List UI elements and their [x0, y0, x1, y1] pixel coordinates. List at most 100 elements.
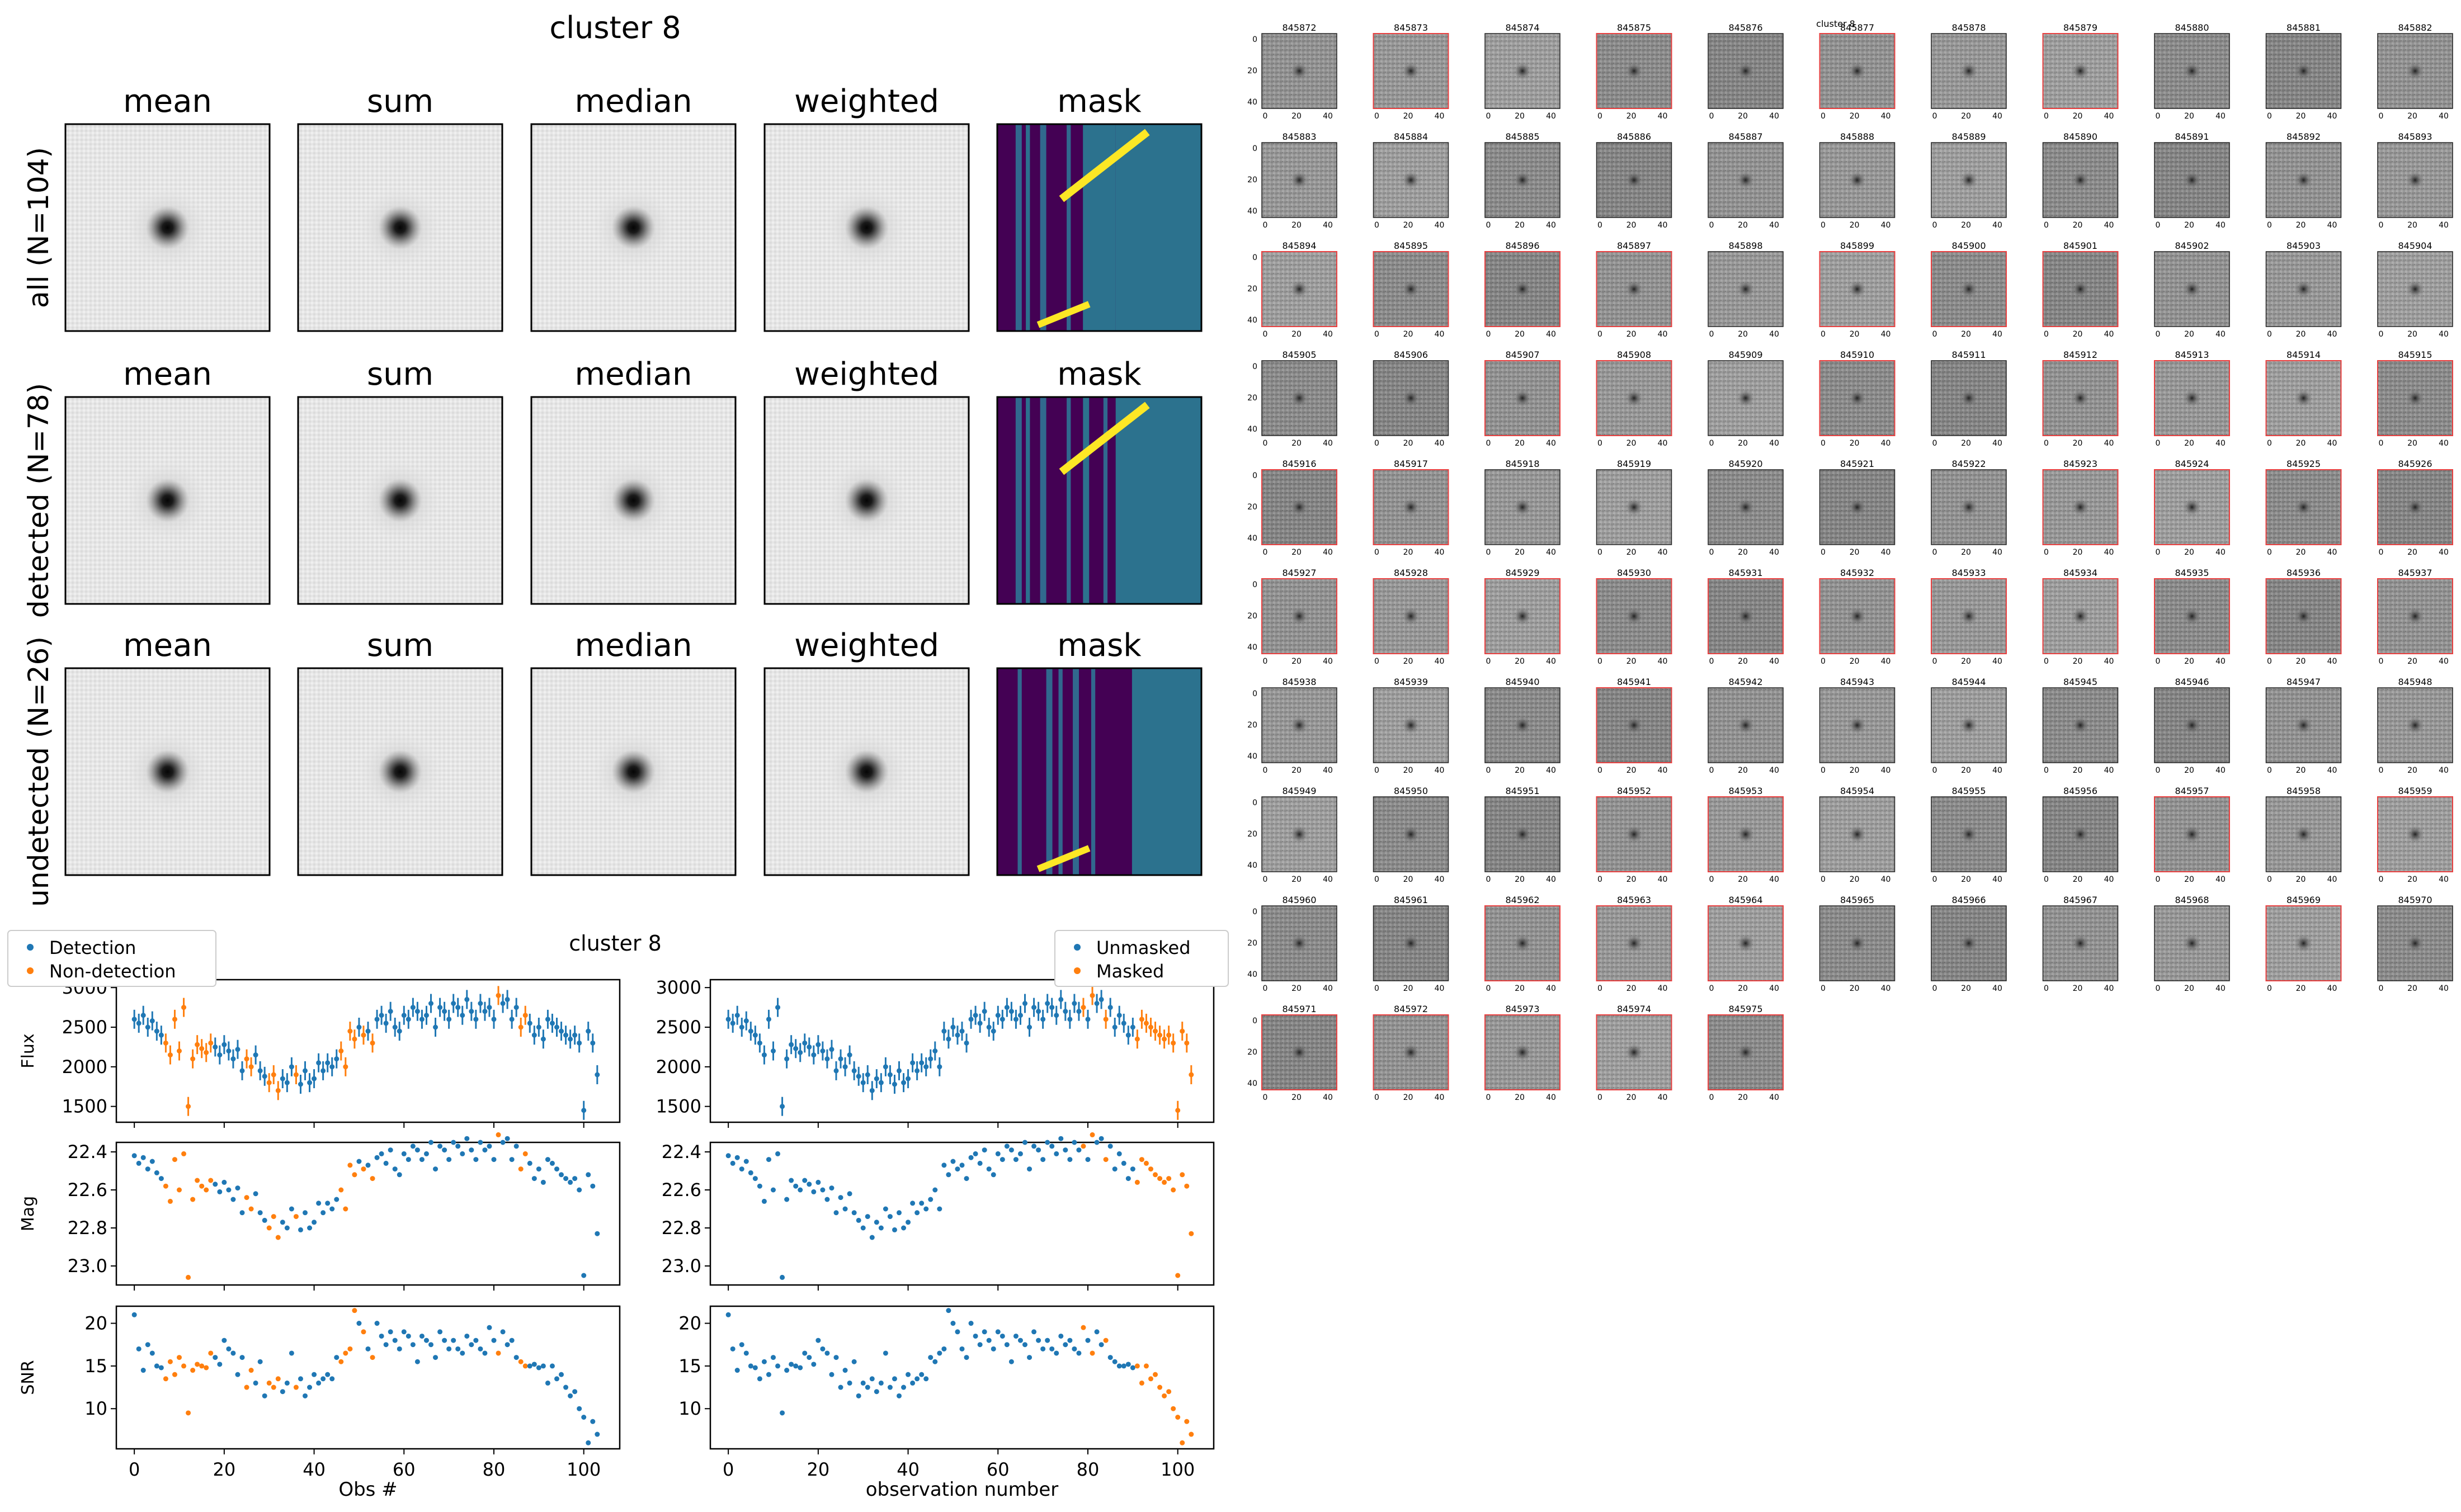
- data-point: [1027, 1355, 1033, 1360]
- cutout-y-tick-label: 20: [1247, 939, 1257, 948]
- cutout-x-tick-label: 20: [1626, 439, 1637, 448]
- cutout-frame: [2265, 905, 2342, 981]
- data-point: [1112, 1359, 1118, 1364]
- data-point: [1008, 1359, 1014, 1364]
- cutout-source: [1737, 280, 1755, 298]
- data-point: [761, 1198, 767, 1204]
- cutout-id: 845900: [1951, 240, 1986, 251]
- cutout-id: 845974: [1617, 1004, 1651, 1014]
- data-point: [955, 1166, 960, 1172]
- cutout-id: 845962: [1505, 895, 1539, 905]
- data-point: [919, 1060, 925, 1066]
- data-point: [1085, 1157, 1091, 1163]
- cutout-x-tick-label: 0: [2156, 548, 2161, 557]
- data-point: [1076, 1009, 1082, 1014]
- data-point: [964, 1040, 969, 1046]
- cutout-frame: [1373, 578, 1449, 654]
- data-point: [383, 1342, 389, 1348]
- cutout-id: 845905: [1282, 349, 1316, 360]
- data-point: [568, 1393, 573, 1398]
- data-point: [460, 1013, 465, 1018]
- cutout-frame: [1373, 33, 1449, 109]
- data-point: [446, 1157, 452, 1163]
- data-point: [379, 1333, 384, 1339]
- cutout-x-tick-label: 40: [1881, 766, 1891, 775]
- mask-stripe: [1040, 397, 1046, 604]
- cutout-x-tick-label: 40: [1323, 548, 1333, 557]
- cutout-id: 845972: [1394, 1004, 1428, 1014]
- data-point: [752, 1032, 758, 1038]
- cutout-id: 845888: [1840, 131, 1874, 142]
- cutout-x-tick-label: 40: [2327, 112, 2337, 121]
- cutout-frame: [2042, 360, 2119, 436]
- cutout-x-tick-label: 0: [1821, 875, 1826, 884]
- cutout-x-tick-label: 40: [1323, 875, 1333, 884]
- data-point: [343, 1064, 348, 1070]
- cutout-frame: [1373, 796, 1449, 872]
- cutout-x-tick-label: 40: [2327, 766, 2337, 775]
- data-point: [347, 1346, 353, 1352]
- x-tick-label: 20: [213, 1459, 235, 1480]
- cutout-source: [1848, 825, 1866, 843]
- data-point: [540, 1036, 546, 1042]
- cutout-x-tick-label: 40: [2215, 657, 2226, 666]
- cutout-id: 845946: [2175, 677, 2209, 687]
- data-point: [802, 1040, 808, 1046]
- data-point: [226, 1048, 232, 1053]
- data-point: [419, 1017, 425, 1022]
- data-point: [1022, 1140, 1027, 1145]
- cutout-frame: [1819, 578, 1896, 654]
- data-point: [312, 1076, 317, 1081]
- cutout-y-tick-label: 20: [1247, 394, 1257, 403]
- data-point: [181, 1363, 187, 1369]
- cutout-source: [1514, 934, 1531, 952]
- cutout-source: [2294, 716, 2313, 734]
- cutout-x-tick-label: 40: [1546, 875, 1556, 884]
- cutout-y-tick-label: 0: [1252, 471, 1257, 480]
- cutout-x-tick-label: 20: [1738, 875, 1748, 884]
- cutout-y-tick-label: 40: [1247, 207, 1257, 216]
- data-point: [307, 1225, 313, 1231]
- cutout-x-tick-label: 20: [1515, 439, 1525, 448]
- data-point: [239, 1355, 245, 1360]
- data-point: [802, 1178, 808, 1183]
- cutout-source: [2071, 716, 2090, 734]
- cutout-x-tick-label: 20: [2184, 112, 2194, 121]
- data-point: [734, 1155, 740, 1160]
- mask-frame: [996, 667, 1203, 876]
- stack-grid: cluster 8 all (N=104) mean sum median weighte…: [22, 10, 1203, 907]
- y-axis-label: Mag: [18, 1196, 38, 1231]
- data-point: [842, 1368, 848, 1373]
- cutout-id: 845958: [2286, 786, 2321, 796]
- cutout-x-tick-label: 40: [1546, 330, 1556, 339]
- cutout-x-tick-label: 20: [2407, 875, 2417, 884]
- cutout-source: [1625, 389, 1643, 407]
- data-point: [1125, 1032, 1131, 1038]
- data-point: [725, 1153, 731, 1159]
- data-point: [388, 1329, 393, 1335]
- cutout-source: [2294, 171, 2313, 189]
- cutout-id: 845924: [2175, 459, 2209, 469]
- data-point: [986, 1166, 992, 1172]
- mask-stripe: [1058, 668, 1063, 875]
- data-point: [897, 1393, 902, 1398]
- cutout-x-tick-label: 20: [1961, 221, 1971, 230]
- data-point: [906, 1220, 911, 1225]
- cutout-x-tick-label: 40: [1881, 221, 1891, 230]
- data-point: [275, 1376, 281, 1382]
- data-point: [1017, 1338, 1023, 1343]
- data-point: [433, 1024, 439, 1030]
- data-point: [793, 1183, 799, 1189]
- data-point: [522, 1151, 528, 1156]
- data-point: [505, 996, 510, 1002]
- cutout-id: 845941: [1617, 677, 1651, 687]
- cutout-y-tick-label: 20: [1247, 721, 1257, 730]
- data-point: [986, 1338, 992, 1343]
- cutout-frame: [1261, 33, 1337, 109]
- data-point: [1162, 1393, 1167, 1398]
- data-point: [1000, 1157, 1005, 1163]
- cutout-frame: [2042, 33, 2119, 109]
- cutout-x-tick-label: 20: [2407, 221, 2417, 230]
- cutout-x-tick-label: 40: [1435, 875, 1445, 884]
- cutout-frame: [1484, 142, 1560, 218]
